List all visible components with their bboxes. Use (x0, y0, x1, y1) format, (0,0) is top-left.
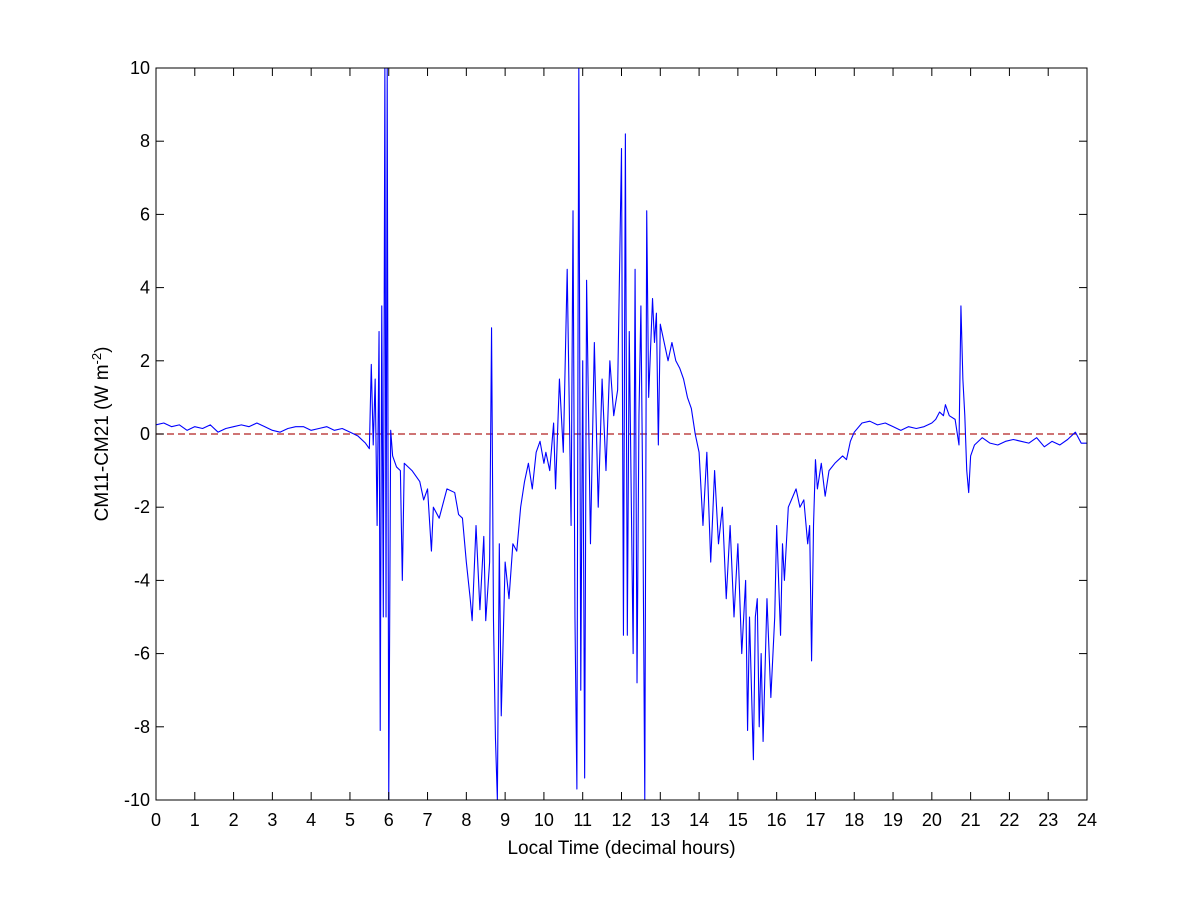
y-axis-label-superscript: -2 (89, 353, 104, 365)
series-line-0 (156, 68, 1087, 800)
x-tick-label: 8 (461, 810, 471, 830)
x-tick-label: 15 (728, 810, 748, 830)
y-tick-label: -10 (124, 790, 150, 810)
y-tick-label: -4 (134, 570, 150, 590)
x-tick-label: 10 (534, 810, 554, 830)
x-tick-label: 3 (267, 810, 277, 830)
y-tick-label: 6 (140, 204, 150, 224)
x-tick-label: 9 (500, 810, 510, 830)
x-tick-label: 19 (883, 810, 903, 830)
x-tick-label: 18 (844, 810, 864, 830)
x-tick-label: 23 (1038, 810, 1058, 830)
axes: 0 1 2 3 4 5 6 7 8 9 10 11 12 13 14 15 16 17 18 19 20 21 22 23 24… (124, 58, 1097, 830)
y-tick-label: -2 (134, 497, 150, 517)
x-tick-label: 17 (805, 810, 825, 830)
x-tick-label: 14 (689, 810, 709, 830)
y-tick-label: 4 (140, 278, 150, 298)
y-axis-label: CM11-CM21 (W m-2) (89, 347, 114, 522)
y-tick-label: 10 (130, 58, 150, 78)
x-tick-label: 1 (190, 810, 200, 830)
y-tick-label: 0 (140, 424, 150, 444)
y-axis-label-suffix: ) (92, 347, 113, 353)
x-tick-label: 22 (999, 810, 1019, 830)
x-tick-label: 11 (573, 810, 592, 830)
x-tick-label: 6 (384, 810, 394, 830)
x-tick-label: 5 (345, 810, 355, 830)
x-axis-label: Local Time (decimal hours) (507, 838, 735, 859)
x-tick-label: 24 (1077, 810, 1097, 830)
x-tick-label: 16 (767, 810, 787, 830)
x-tick-label: 13 (650, 810, 670, 830)
y-tick-label: -6 (134, 644, 150, 664)
y-axis-label-text: CM11-CM21 (W m (92, 364, 113, 521)
y-tick-label: 8 (140, 131, 150, 151)
x-tick-label: 4 (306, 810, 316, 830)
y-tick-label: -8 (134, 717, 150, 737)
x-tick-label: 0 (151, 810, 161, 830)
y-tick-label: 2 (140, 351, 150, 371)
x-tick-label: 21 (961, 810, 981, 830)
x-tick-label: 20 (922, 810, 942, 830)
plot-area (156, 68, 1087, 800)
x-tick-label: 12 (611, 810, 631, 830)
x-tick-label: 2 (229, 810, 239, 830)
x-tick-label: 7 (423, 810, 433, 830)
